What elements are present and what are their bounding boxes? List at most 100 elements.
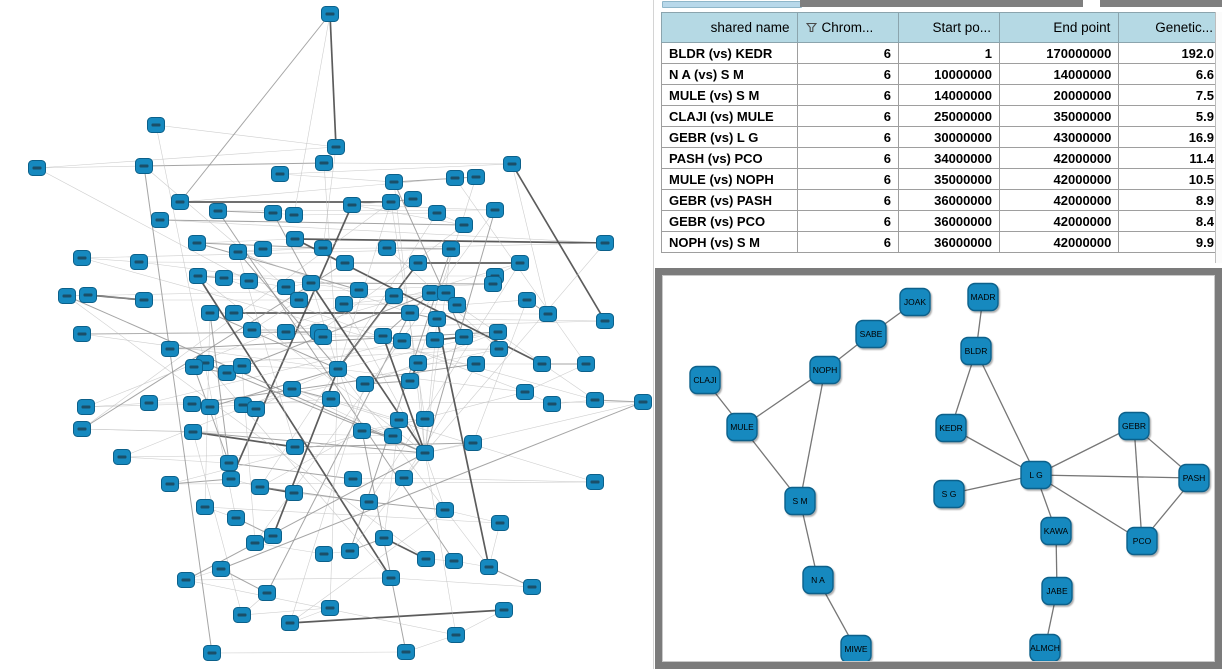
detail-edge[interactable] <box>1035 474 1195 479</box>
overview-node[interactable] <box>189 268 207 284</box>
overview-node[interactable] <box>151 212 169 228</box>
overview-node[interactable] <box>281 615 299 631</box>
overview-node[interactable] <box>445 553 463 569</box>
overview-node[interactable] <box>577 356 595 372</box>
overview-node[interactable] <box>489 324 507 340</box>
overview-node[interactable] <box>285 485 303 501</box>
table-cell[interactable]: 20000000 <box>998 84 1120 106</box>
overview-node[interactable] <box>113 449 131 465</box>
overview-node[interactable] <box>315 546 333 562</box>
detail-edge[interactable] <box>1035 474 1143 542</box>
overview-node[interactable] <box>314 329 332 345</box>
overview-node[interactable] <box>254 241 272 257</box>
table-cell[interactable]: 42000000 <box>998 210 1120 232</box>
overview-node[interactable] <box>321 6 339 22</box>
table-cell[interactable]: 9.9 <box>1118 231 1222 253</box>
overview-node[interactable] <box>227 510 245 526</box>
overview-node[interactable] <box>350 282 368 298</box>
table-row[interactable]: GEBR (vs) PASH 6 36000000 42000000 8.9 <box>660 189 1222 211</box>
overview-node[interactable] <box>455 217 473 233</box>
table-cell[interactable]: 36000000 <box>897 210 1001 232</box>
overview-node[interactable] <box>382 194 400 210</box>
overview-node[interactable] <box>321 600 339 616</box>
detail-node[interactable]: N A <box>802 565 834 595</box>
overview-node[interactable] <box>302 275 320 291</box>
overview-node[interactable] <box>490 341 508 357</box>
table-cell[interactable]: MULE (vs) NOPH <box>660 168 799 190</box>
column-header-startpo[interactable]: Start po... <box>897 12 1001 43</box>
overview-node[interactable] <box>341 543 359 559</box>
table-cell[interactable]: 16.9 <box>1118 126 1222 148</box>
overview-node[interactable] <box>511 255 529 271</box>
detail-node[interactable]: GEBR <box>1118 411 1150 441</box>
overview-node[interactable] <box>264 205 282 221</box>
overview-node[interactable] <box>518 292 536 308</box>
overview-node[interactable] <box>229 244 247 260</box>
overview-node[interactable] <box>209 203 227 219</box>
overview-node[interactable] <box>409 355 427 371</box>
table-cell[interactable]: 25000000 <box>897 105 1001 127</box>
scrollbar-track[interactable] <box>800 0 1222 7</box>
detail-node[interactable]: MADR <box>967 282 999 312</box>
overview-node[interactable] <box>596 235 614 251</box>
overview-node[interactable] <box>375 530 393 546</box>
overview-node[interactable] <box>212 561 230 577</box>
table-cell[interactable]: 14000000 <box>998 63 1120 85</box>
overview-node[interactable] <box>188 235 206 251</box>
table-cell[interactable]: 192.0 <box>1118 42 1222 64</box>
table-cell[interactable]: 34000000 <box>897 147 1001 169</box>
table-cell[interactable]: 42000000 <box>998 189 1120 211</box>
overview-node[interactable] <box>596 313 614 329</box>
overview-node[interactable] <box>215 270 233 286</box>
overview-node[interactable] <box>448 297 466 313</box>
overview-node[interactable] <box>378 240 396 256</box>
overview-node[interactable] <box>503 156 521 172</box>
overview-node[interactable] <box>491 515 509 531</box>
overview-node[interactable] <box>486 202 504 218</box>
table-cell[interactable]: MULE (vs) S M <box>660 84 799 106</box>
overview-node[interactable] <box>327 139 345 155</box>
overview-node[interactable] <box>251 479 269 495</box>
overview-node[interactable] <box>516 384 534 400</box>
detail-edge[interactable] <box>1133 425 1143 542</box>
overview-node[interactable] <box>264 528 282 544</box>
overview-node[interactable] <box>356 376 374 392</box>
overview-node[interactable] <box>233 607 251 623</box>
column-header-genetic[interactable]: Genetic... <box>1118 12 1222 43</box>
overview-node[interactable] <box>79 287 97 303</box>
overview-node[interactable] <box>447 627 465 643</box>
overview-node[interactable] <box>409 255 427 271</box>
overview-node[interactable] <box>73 421 91 437</box>
detail-network-canvas[interactable]: CLAJI MULE NOPH SABE JOAK S M N A MIWE MADR BLDR K… <box>663 276 1214 661</box>
vertical-scrollbar-track[interactable] <box>1215 12 1222 263</box>
detail-node[interactable]: L G <box>1020 460 1052 490</box>
table-cell[interactable]: 43000000 <box>998 126 1120 148</box>
detail-edge[interactable] <box>1035 425 1135 476</box>
detail-node[interactable]: KAWA <box>1040 516 1072 546</box>
overview-node[interactable] <box>480 559 498 575</box>
overview-node[interactable] <box>201 305 219 321</box>
table-cell[interactable]: 170000000 <box>998 42 1120 64</box>
overview-node[interactable] <box>634 394 652 410</box>
detail-node[interactable]: SABE <box>855 319 887 349</box>
overview-node[interactable] <box>185 359 203 375</box>
filter-funnel-icon[interactable] <box>806 22 818 33</box>
overview-node[interactable] <box>290 292 308 308</box>
overview-node[interactable] <box>390 412 408 428</box>
overview-node[interactable] <box>258 585 276 601</box>
overview-node[interactable] <box>171 194 189 210</box>
column-header-endpoint[interactable]: End point <box>998 12 1120 43</box>
overview-node[interactable] <box>196 499 214 515</box>
table-row[interactable]: BLDR (vs) KEDR 6 1 170000000 192.0 <box>660 42 1222 64</box>
table-cell[interactable]: 6 <box>797 105 899 127</box>
overview-node[interactable] <box>161 476 179 492</box>
overview-node[interactable] <box>401 305 419 321</box>
overview-node[interactable] <box>533 356 551 372</box>
table-cell[interactable]: CLAJI (vs) MULE <box>660 105 799 127</box>
overview-node[interactable] <box>77 399 95 415</box>
overview-node[interactable] <box>416 445 434 461</box>
overview-node[interactable] <box>586 474 604 490</box>
overview-node[interactable] <box>130 254 148 270</box>
overview-node[interactable] <box>416 411 434 427</box>
table-row[interactable]: MULE (vs) S M 6 14000000 20000000 7.5 <box>660 84 1222 106</box>
